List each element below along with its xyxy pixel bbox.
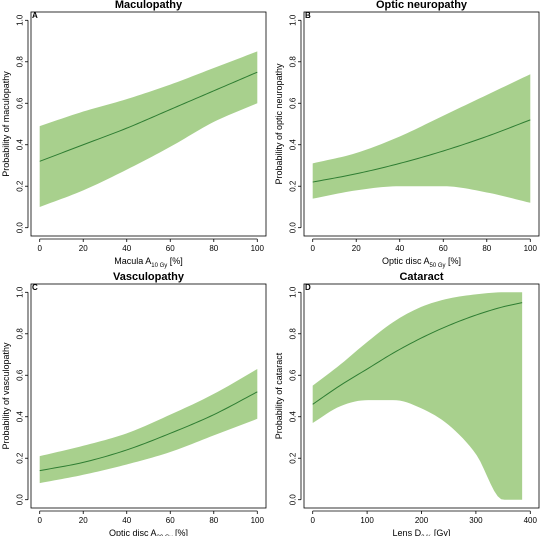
y-tick-label: 1.0 <box>16 286 25 298</box>
confidence-band <box>39 51 258 207</box>
panel-title: Optic neuropathy <box>376 0 468 11</box>
y-tick-label: 0.4 <box>289 139 298 151</box>
x-tick-label: 60 <box>439 244 448 253</box>
y-tick-label: 0.4 <box>289 411 298 423</box>
estimate-line <box>312 302 523 405</box>
y-tick-label: 0.2 <box>16 452 25 464</box>
x-tick-label: 40 <box>122 516 131 525</box>
x-label-base: Optic disc A <box>382 256 430 266</box>
panel-b: 0 20 40 60 80 100 0.0 0.2 0.4 0.6 0.8 1.0 Optic neur… <box>274 0 540 269</box>
plot-frame <box>303 283 540 509</box>
x-tick-label: 20 <box>79 516 88 525</box>
estimate-line <box>39 391 258 472</box>
confidence-band <box>312 292 523 500</box>
x-tick-label: 80 <box>209 516 218 525</box>
y-tick-label: 0.6 <box>16 97 25 109</box>
x-axis-label: Lens D2 % [Gy] <box>393 528 451 536</box>
x-label-subscript: 50 Gy <box>430 263 446 269</box>
panel-letter: C <box>32 283 38 292</box>
y-tick-label: 0.2 <box>289 452 298 464</box>
panel-a: 0 20 40 60 80 100 0.0 0.2 0.4 0.6 0.8 1.0 Maculopath… <box>1 0 267 269</box>
y-tick-label: 0.6 <box>16 369 25 381</box>
y-axis-label: Probability of optic neuropathy <box>274 63 284 185</box>
x-tick-label: 400 <box>524 516 538 525</box>
x-tick-label: 80 <box>482 244 491 253</box>
y-tick-label: 0.8 <box>289 56 298 68</box>
panel-letter: D <box>305 283 311 292</box>
estimate-line <box>39 71 258 162</box>
x-tick-label: 300 <box>469 516 483 525</box>
y-tick-label: 1.0 <box>289 286 298 298</box>
y-tick-label: 0.0 <box>289 494 298 506</box>
x-label-unit: [%] <box>446 256 462 266</box>
y-tick-label: 0.0 <box>289 222 298 234</box>
y-axis-label: Probability of cataract <box>274 352 284 439</box>
panel-letter: A <box>32 11 38 20</box>
panel-c: 0 20 40 60 80 100 0.0 0.2 0.4 0.6 0.8 1.0 Vasculopat… <box>1 271 267 536</box>
panel-letter: B <box>305 11 311 20</box>
x-tick-label: 100 <box>251 244 265 253</box>
x-tick-label: 20 <box>79 244 88 253</box>
x-tick-label: 0 <box>37 244 42 253</box>
x-tick-label: 0 <box>310 516 315 525</box>
y-tick-label: 0.8 <box>16 328 25 340</box>
x-tick-label: 200 <box>415 516 429 525</box>
confidence-band <box>312 74 531 203</box>
x-axis-label: Macula A10 Gy [%] <box>114 256 183 269</box>
estimate-line <box>312 119 531 183</box>
confidence-band <box>39 369 258 484</box>
panel-d: 0 100 200 300 400 0.0 0.2 0.4 0.6 0.8 1.0 Cataract D… <box>274 271 540 536</box>
x-tick-label: 40 <box>395 244 404 253</box>
x-tick-label: 100 <box>524 244 538 253</box>
y-tick-label: 0.2 <box>16 180 25 192</box>
plot-frame <box>30 283 267 509</box>
x-tick-label: 40 <box>122 244 131 253</box>
x-tick-label: 100 <box>360 516 374 525</box>
y-tick-label: 0.0 <box>16 222 25 234</box>
y-tick-label: 0.4 <box>16 139 25 151</box>
panel-title: Maculopathy <box>115 0 183 11</box>
x-axis-label: Optic disc A20 Gy [%] <box>109 528 188 536</box>
x-tick-label: 0 <box>37 516 42 525</box>
x-label-base: Optic disc A <box>109 528 157 536</box>
x-tick-label: 0 <box>310 244 315 253</box>
plot-frame <box>30 11 267 237</box>
panel-title: Cataract <box>399 271 443 283</box>
x-label-unit: [%] <box>167 256 183 266</box>
y-tick-label: 0.6 <box>289 97 298 109</box>
y-tick-label: 1.0 <box>289 14 298 26</box>
x-label-subscript: 10 Gy <box>151 263 167 269</box>
y-tick-label: 0.8 <box>289 328 298 340</box>
x-tick-label: 60 <box>166 516 175 525</box>
x-tick-label: 60 <box>166 244 175 253</box>
x-label-base: Macula A <box>114 256 151 266</box>
y-tick-label: 0.0 <box>16 494 25 506</box>
y-tick-label: 0.6 <box>289 369 298 381</box>
plot-frame <box>303 11 540 237</box>
x-label-unit: [Gy] <box>431 528 450 536</box>
y-tick-label: 0.2 <box>289 180 298 192</box>
x-tick-label: 20 <box>352 244 361 253</box>
x-axis-label: Optic disc A50 Gy [%] <box>382 256 461 269</box>
y-axis-label: Probability of maculopathy <box>1 71 11 177</box>
x-label-unit: [%] <box>173 528 189 536</box>
panel-title: Vasculopathy <box>113 271 185 283</box>
x-tick-label: 100 <box>251 516 265 525</box>
y-axis-label: Probability of vasculopathy <box>1 342 11 450</box>
x-tick-label: 80 <box>209 244 218 253</box>
x-label-base: Lens D <box>393 528 422 536</box>
y-tick-label: 0.8 <box>16 56 25 68</box>
y-tick-label: 0.4 <box>16 411 25 423</box>
y-tick-label: 1.0 <box>16 14 25 26</box>
